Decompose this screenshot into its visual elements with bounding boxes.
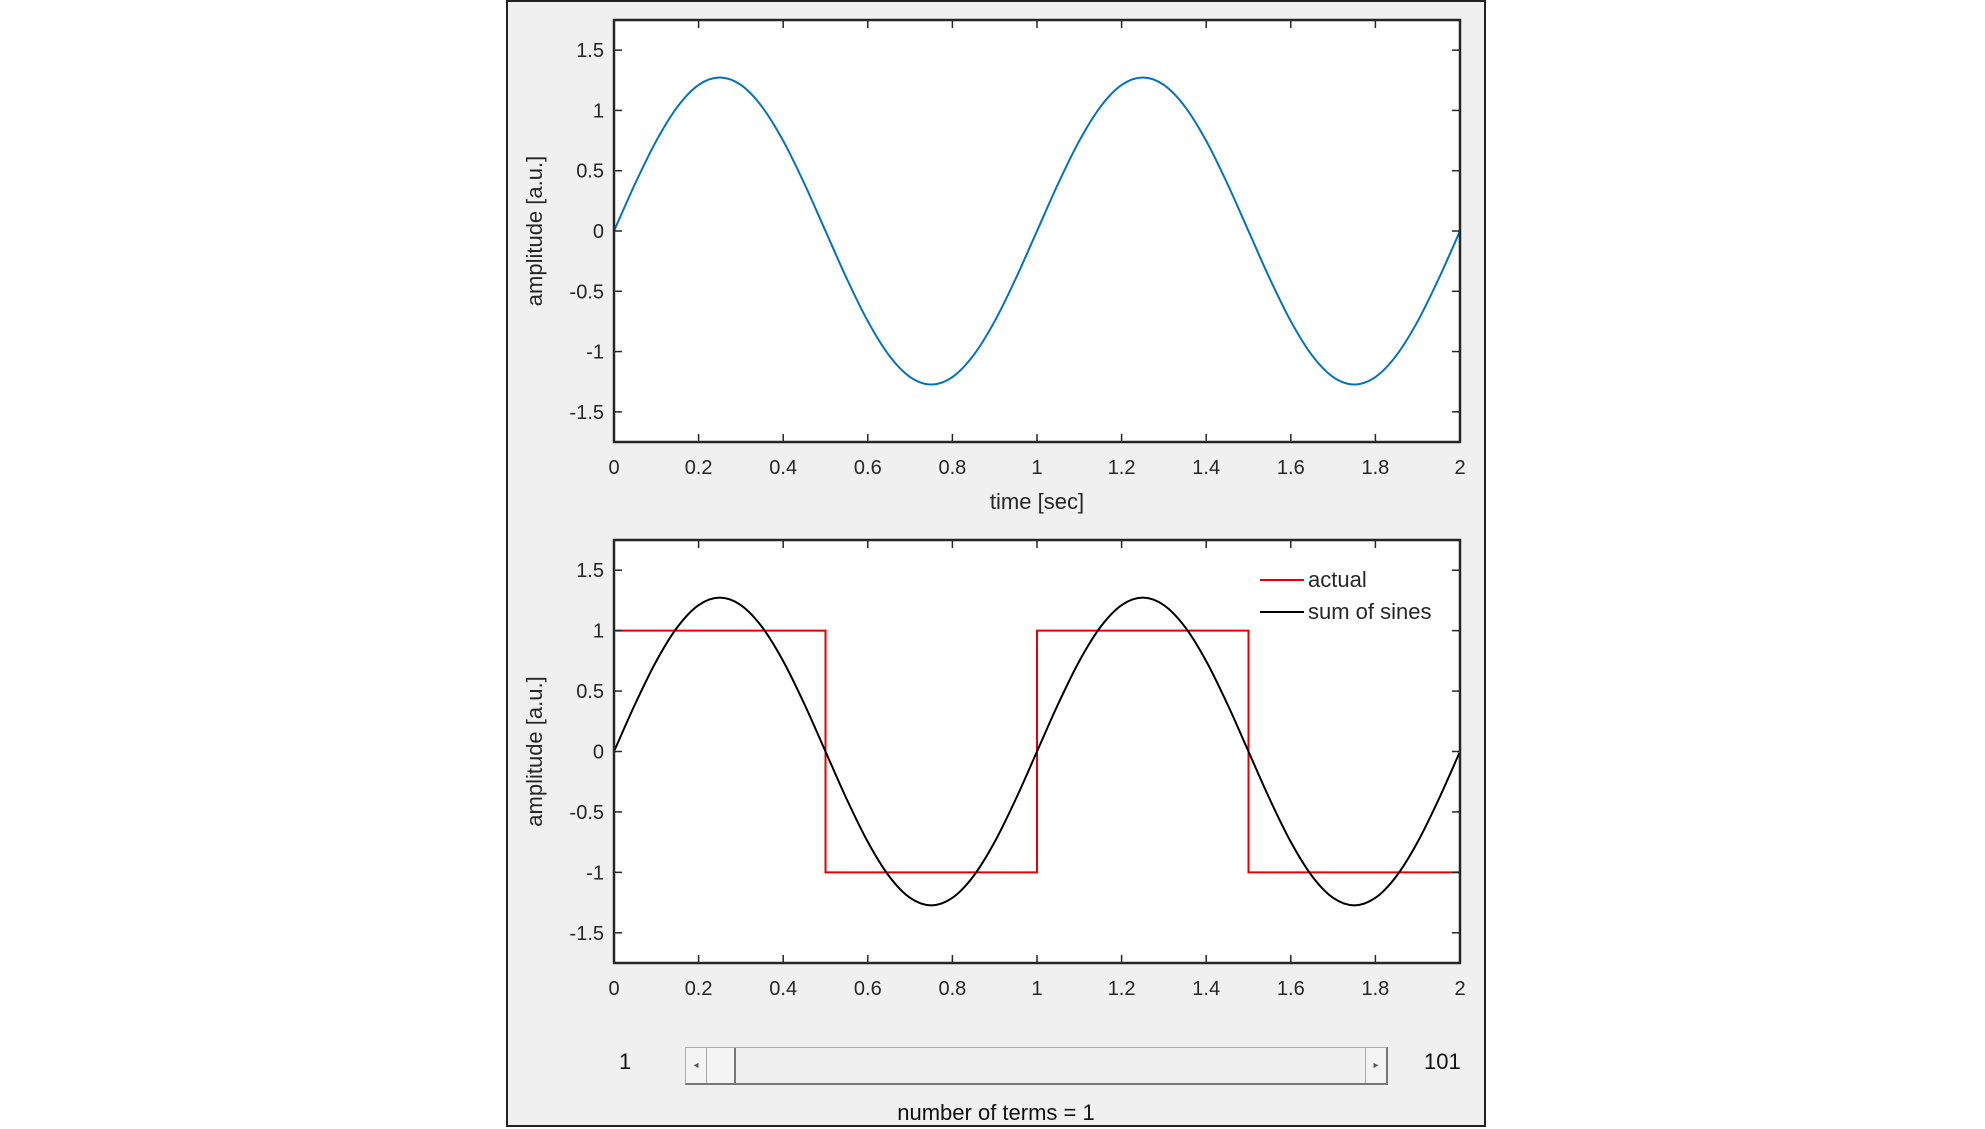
chart-2: 0 0.2 0.4 0.6 0.8 1 1.2 1.4 1.6 1.8 2 -1.5 -1 -0.5 0 0.… [522, 538, 1466, 1000]
x-tick-label: 1.2 [1108, 978, 1136, 1000]
x-tick-label: 0.6 [854, 978, 882, 1000]
x-tick-label: 0.2 [685, 978, 713, 1000]
y-tick-label: -1.5 [570, 923, 604, 945]
x-tick-label: 2 [1454, 978, 1465, 1000]
plots: 0 0.2 0.4 0.6 0.8 1 1.2 1.4 1.6 1.8 2 -1.5 -1 -0.5 0 0.… [522, 18, 1466, 1000]
y-tick-label: 0 [593, 742, 604, 764]
y-tick-label: 1.5 [576, 560, 604, 582]
x-tick-label: 1.8 [1361, 978, 1389, 1000]
axes-box [612, 538, 1462, 965]
x-tick-label: 0.4 [769, 457, 797, 479]
y-tick-label: 0 [593, 221, 604, 243]
x-tick-label: 2 [1454, 457, 1465, 479]
x-axis-label: time [sec] [990, 489, 1084, 514]
x-tick-label: 1.6 [1277, 978, 1305, 1000]
x-tick-label: 1.4 [1192, 457, 1220, 479]
x-tick-label: 1.2 [1108, 457, 1136, 479]
x-tick-label: 1.6 [1277, 457, 1305, 479]
x-tick-label: 0.4 [769, 978, 797, 1000]
y-tick-label: 1 [593, 621, 604, 643]
y-tick-label: 0.5 [576, 161, 604, 183]
y-tick-label: 1.5 [576, 40, 604, 62]
y-axis-label: amplitude [a.u.] [522, 676, 547, 826]
slider-left-arrow-icon[interactable]: ◂ [686, 1048, 706, 1083]
series-line-1 [613, 76, 1461, 386]
y-tick-label: -1 [586, 862, 604, 884]
x-tick-label: 1 [1031, 978, 1042, 1000]
y-tick-label: -0.5 [570, 281, 604, 303]
x-tick-label: 0 [608, 457, 619, 479]
y-tick-label: -0.5 [570, 802, 604, 824]
y-tick-label: -1.5 [570, 402, 604, 424]
slider-max-label: 101 [1424, 1049, 1461, 1074]
y-tick-label: 0.5 [576, 681, 604, 703]
x-tick-label: 1 [1031, 457, 1042, 479]
legend-label: actual [1308, 567, 1367, 592]
slider-right-arrow-icon[interactable]: ▸ [1365, 1048, 1386, 1083]
x-tick-label: 1.4 [1192, 978, 1220, 1000]
slider-min-label: 1 [619, 1049, 632, 1074]
y-axis-label: amplitude [a.u.] [522, 156, 547, 306]
slider-caption: number of terms = 1 [897, 1100, 1095, 1125]
figure-window: 0 0.2 0.4 0.6 0.8 1 1.2 1.4 1.6 1.8 2 -1.5 -1 -0.5 0 0.… [506, 0, 1486, 1127]
legend: actual sum of sines [1260, 567, 1432, 624]
x-tick-label: 0.8 [938, 457, 966, 479]
y-tick-label: -1 [586, 342, 604, 364]
axes-box [612, 18, 1462, 444]
number-of-terms-slider[interactable]: ◂ ▸ [685, 1047, 1388, 1085]
chart-1: 0 0.2 0.4 0.6 0.8 1 1.2 1.4 1.6 1.8 2 -1.5 -1 -0.5 0 0.… [522, 18, 1466, 514]
x-tick-label: 1.8 [1361, 457, 1389, 479]
x-tick-label: 0.8 [938, 978, 966, 1000]
x-tick-label: 0.2 [685, 457, 713, 479]
x-tick-label: 0 [608, 978, 619, 1000]
y-tick-label: 1 [593, 100, 604, 122]
x-tick-label: 0.6 [854, 457, 882, 479]
slider-thumb[interactable] [706, 1048, 736, 1083]
series-line-sum-of-sines [613, 596, 1461, 907]
legend-label: sum of sines [1308, 599, 1432, 624]
